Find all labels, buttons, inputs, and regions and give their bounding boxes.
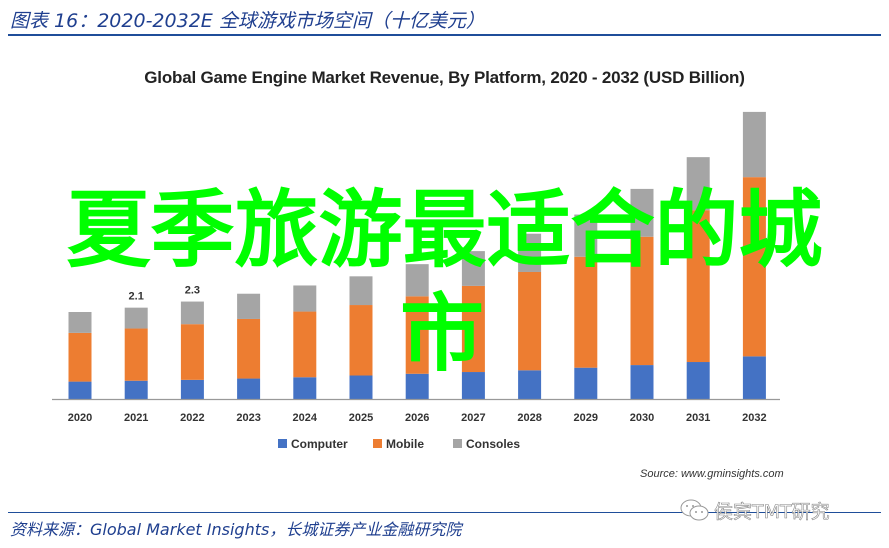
watermark: 侯宾TMT研究 [680,497,830,527]
bar-mobile-2030 [630,236,654,366]
figure-title: 图表 16：2020-2032E 全球游戏市场空间（十亿美元） [10,10,485,32]
bar-consoles-2024 [293,285,317,312]
bar-consoles-2032 [742,111,766,178]
legend-label-consoles: Consoles [466,437,520,451]
legend-swatch-consoles [453,439,462,448]
bar-consoles-2027 [461,251,485,286]
x-tick-label: 2025 [349,412,373,424]
bar-consoles-2029 [574,214,598,257]
legend-label-mobile: Mobile [386,437,424,451]
bottom-divider [8,512,881,513]
bar-mobile-2021 [124,328,148,381]
wechat-icon [680,498,710,527]
bar-consoles-2025 [349,276,373,306]
bar-consoles-2026 [405,264,429,297]
bar-mobile-2029 [574,256,598,368]
watermark-text: 侯宾TMT研究 [714,501,830,524]
bar-mobile-2020 [68,332,92,382]
x-tick-label: 2029 [574,412,598,424]
x-tick-label: 2021 [124,412,148,424]
x-tick-label: 2023 [236,412,260,424]
bar-computer-2023 [237,378,261,399]
bar-mobile-2028 [518,271,542,371]
bar-computer-2025 [349,375,373,399]
x-tick-label: 2020 [68,412,92,424]
bar-computer-2027 [461,372,485,399]
x-tick-label: 2028 [517,412,541,424]
bar-computer-2028 [518,370,542,399]
bar-consoles-2021 [124,307,148,329]
bar-mobile-2031 [686,210,710,363]
bar-mobile-2023 [237,318,261,379]
bar-computer-2021 [124,380,148,399]
bar-computer-2030 [630,365,654,399]
x-tick-label: 2032 [742,412,766,424]
bar-computer-2022 [180,379,204,399]
bar-consoles-2028 [518,233,542,272]
x-tick-label: 2024 [293,412,318,424]
top-divider [8,34,881,36]
bar-consoles-2031 [686,157,710,211]
chart-title: Global Game Engine Market Revenue, By Pl… [144,68,745,87]
data-label: 2.3 [185,285,200,297]
x-tick-label: 2031 [686,412,710,424]
legend-swatch-mobile [373,439,382,448]
data-label: 2.1 [129,291,144,303]
source-text: Source: www.gminsights.com [640,468,784,480]
footer-source: 资料来源：Global Market Insights，长城证券产业金融研究院 [10,520,462,539]
bar-mobile-2032 [742,177,766,357]
x-tick-label: 2026 [405,412,429,424]
bar-computer-2032 [742,356,766,399]
bar-mobile-2022 [180,324,204,380]
x-tick-label: 2022 [180,412,204,424]
x-tick-label: 2030 [630,412,654,424]
bar-computer-2031 [686,362,710,399]
bar-computer-2029 [574,367,598,399]
legend-label-computer: Computer [291,437,348,451]
bar-consoles-2023 [237,293,261,319]
bar-computer-2020 [68,381,92,399]
bar-mobile-2024 [293,311,317,378]
bar-consoles-2030 [630,188,654,237]
bar-mobile-2026 [405,296,429,374]
bar-mobile-2027 [461,285,485,373]
x-tick-label: 2027 [461,412,485,424]
bar-consoles-2020 [68,312,92,333]
legend-swatch-computer [278,439,287,448]
bar-consoles-2022 [180,301,204,325]
bar-computer-2026 [405,373,429,399]
bar-mobile-2025 [349,305,373,376]
bar-computer-2024 [293,377,317,399]
